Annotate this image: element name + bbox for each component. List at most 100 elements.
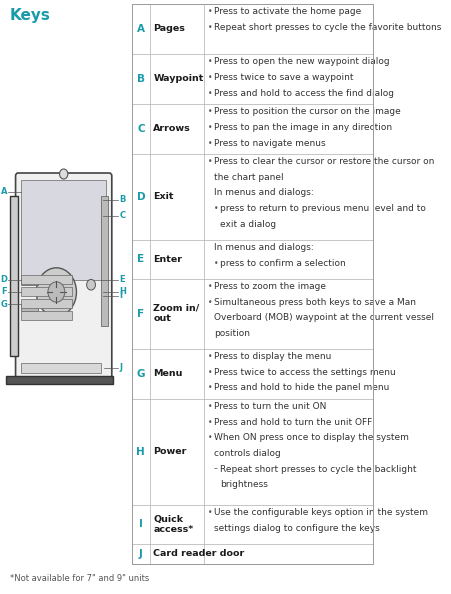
Circle shape — [60, 169, 68, 179]
Text: •: • — [207, 89, 212, 97]
Bar — [21, 180, 106, 280]
Text: F: F — [137, 309, 144, 318]
Text: Press to navigate menus: Press to navigate menus — [213, 138, 325, 147]
Text: A: A — [1, 188, 7, 197]
Text: Arrows: Arrows — [153, 124, 191, 133]
Text: When ON press once to display the system: When ON press once to display the system — [213, 434, 408, 443]
Text: Zoom in/
out: Zoom in/ out — [153, 304, 199, 323]
Text: J: J — [119, 364, 122, 372]
Text: •: • — [207, 298, 212, 307]
Text: •: • — [213, 204, 218, 213]
Text: B: B — [137, 74, 144, 84]
Text: Press to zoom the image: Press to zoom the image — [213, 282, 325, 291]
Text: Press twice to save a waypoint: Press twice to save a waypoint — [213, 73, 353, 82]
Bar — [21, 287, 71, 296]
Text: •: • — [207, 8, 212, 17]
Text: B: B — [119, 195, 125, 204]
Text: •: • — [207, 157, 212, 166]
Text: •: • — [207, 384, 212, 393]
Text: Repeat short presses to cycle the backlight: Repeat short presses to cycle the backli… — [219, 465, 415, 473]
Text: •: • — [207, 58, 212, 67]
Text: I: I — [119, 292, 122, 301]
Text: C: C — [137, 124, 144, 134]
Text: Exit: Exit — [153, 192, 173, 201]
Text: D: D — [136, 192, 145, 201]
Bar — [101, 196, 108, 326]
Text: Simultaneous press both keys to save a Man: Simultaneous press both keys to save a M… — [213, 298, 415, 307]
Text: I: I — [138, 519, 143, 529]
Text: •: • — [207, 418, 212, 426]
Text: J: J — [138, 549, 143, 559]
Bar — [21, 299, 71, 308]
Text: Press to clear the cursor or restore the cursor on: Press to clear the cursor or restore the… — [213, 157, 433, 166]
Text: Overboard (MOB) waypoint at the current vessel: Overboard (MOB) waypoint at the current … — [213, 313, 433, 322]
Text: In menus and dialogs:: In menus and dialogs: — [213, 188, 313, 197]
Text: •: • — [207, 402, 212, 411]
Text: Keys: Keys — [10, 8, 51, 23]
Bar — [21, 311, 71, 320]
Text: •: • — [207, 108, 212, 116]
Text: Use the configurable keys option in the system: Use the configurable keys option in the … — [213, 508, 427, 517]
Circle shape — [87, 279, 95, 290]
Circle shape — [36, 268, 76, 316]
Circle shape — [48, 282, 64, 302]
Text: exit a dialog: exit a dialog — [219, 220, 275, 229]
Text: Power: Power — [153, 447, 186, 456]
Text: the chart panel: the chart panel — [213, 173, 283, 182]
Text: H: H — [119, 287, 126, 296]
Text: Press to pan the image in any direction: Press to pan the image in any direction — [213, 123, 391, 132]
Text: •: • — [207, 352, 212, 361]
Text: •: • — [207, 434, 212, 443]
Text: Press and hold to hide the panel menu: Press and hold to hide the panel menu — [213, 384, 388, 393]
Bar — [21, 363, 101, 373]
Bar — [131, 4, 372, 564]
Text: Press to display the menu: Press to display the menu — [213, 352, 331, 361]
Text: •: • — [207, 138, 212, 147]
Text: C: C — [119, 211, 125, 220]
Text: Press twice to access the settings menu: Press twice to access the settings menu — [213, 368, 395, 377]
Text: •: • — [207, 23, 212, 32]
Bar — [5, 376, 113, 384]
Text: Press and hold to access the find dialog: Press and hold to access the find dialog — [213, 89, 393, 97]
Text: •: • — [213, 258, 218, 268]
Text: Menu: Menu — [153, 369, 182, 378]
Text: A: A — [137, 24, 144, 34]
Text: D: D — [0, 276, 7, 285]
Text: –: – — [213, 465, 217, 473]
Text: Enter: Enter — [153, 255, 182, 264]
Text: controls dialog: controls dialog — [213, 449, 280, 458]
Bar — [21, 305, 38, 311]
Text: F: F — [2, 287, 7, 296]
Text: •: • — [207, 508, 212, 517]
Text: press to return to previous menu level and to: press to return to previous menu level a… — [219, 204, 424, 213]
Text: Waypoint: Waypoint — [153, 74, 203, 83]
Text: Press to position the cursor on the image: Press to position the cursor on the imag… — [213, 108, 400, 116]
Bar — [21, 279, 38, 285]
Text: G: G — [0, 299, 7, 309]
Text: position: position — [213, 329, 249, 338]
Text: Pages: Pages — [153, 24, 185, 33]
Text: Press to activate the home page: Press to activate the home page — [213, 8, 360, 17]
Bar — [10, 196, 18, 356]
Text: Press to open the new waypoint dialog: Press to open the new waypoint dialog — [213, 58, 389, 67]
Text: settings dialog to configure the keys: settings dialog to configure the keys — [213, 524, 379, 533]
Text: •: • — [207, 73, 212, 82]
Text: G: G — [136, 369, 145, 379]
Text: In menus and dialogs:: In menus and dialogs: — [213, 243, 313, 252]
Text: Press to turn the unit ON: Press to turn the unit ON — [213, 402, 326, 411]
Text: •: • — [207, 282, 212, 291]
Text: press to confirm a selection: press to confirm a selection — [219, 258, 345, 268]
Text: *Not available for 7" and 9" units: *Not available for 7" and 9" units — [10, 574, 149, 583]
Text: Repeat short presses to cycle the favorite buttons: Repeat short presses to cycle the favori… — [213, 23, 440, 32]
Text: brightness: brightness — [219, 480, 267, 489]
Text: •: • — [207, 123, 212, 132]
Text: •: • — [207, 368, 212, 377]
Text: E: E — [137, 254, 144, 264]
Text: H: H — [136, 447, 145, 457]
Text: Card reader door: Card reader door — [153, 549, 244, 558]
Bar — [21, 275, 71, 284]
Text: Quick
access*: Quick access* — [153, 514, 193, 534]
Text: Press and hold to turn the unit OFF: Press and hold to turn the unit OFF — [213, 418, 371, 426]
Bar — [131, 4, 372, 564]
Text: E: E — [119, 276, 124, 285]
